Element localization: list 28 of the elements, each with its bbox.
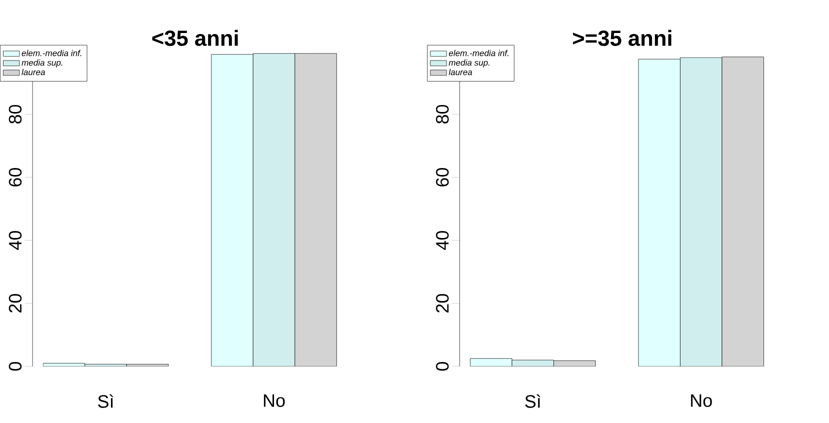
legend-label: media sup. [22,59,62,68]
bar [211,54,254,366]
legend-label: media sup. [448,59,490,68]
y-tick-label: 40 [8,230,22,250]
bar [680,57,722,366]
y-tick-label: 80 [8,104,22,124]
bar [554,360,596,366]
chart-title: >=35 anni [573,30,672,46]
y-tick-label: 40 [436,230,449,250]
bar [252,53,296,366]
x-tick-label: No [264,394,285,407]
x-tick-label: Sì [525,394,540,408]
y-tick-label: 20 [436,294,449,312]
x-tick-label: Sì [98,394,114,408]
y-tick-label: 20 [8,294,22,312]
y-tick-label: 0 [8,362,22,371]
chart-title: <35 anni [152,30,238,46]
y-tick-label: 60 [436,168,449,186]
y-tick-label: 60 [8,168,22,186]
legend-label: laurea [22,68,45,76]
legend-label: laurea [448,68,472,76]
y-tick-label: 80 [436,104,449,124]
legend-label: elem.-media inf. [448,50,508,56]
bar [294,53,337,366]
y-tick-label: 0 [436,362,449,371]
legend-label: elem.-media inf. [22,50,82,56]
x-tick-label: No [691,394,712,407]
bar [638,58,680,366]
